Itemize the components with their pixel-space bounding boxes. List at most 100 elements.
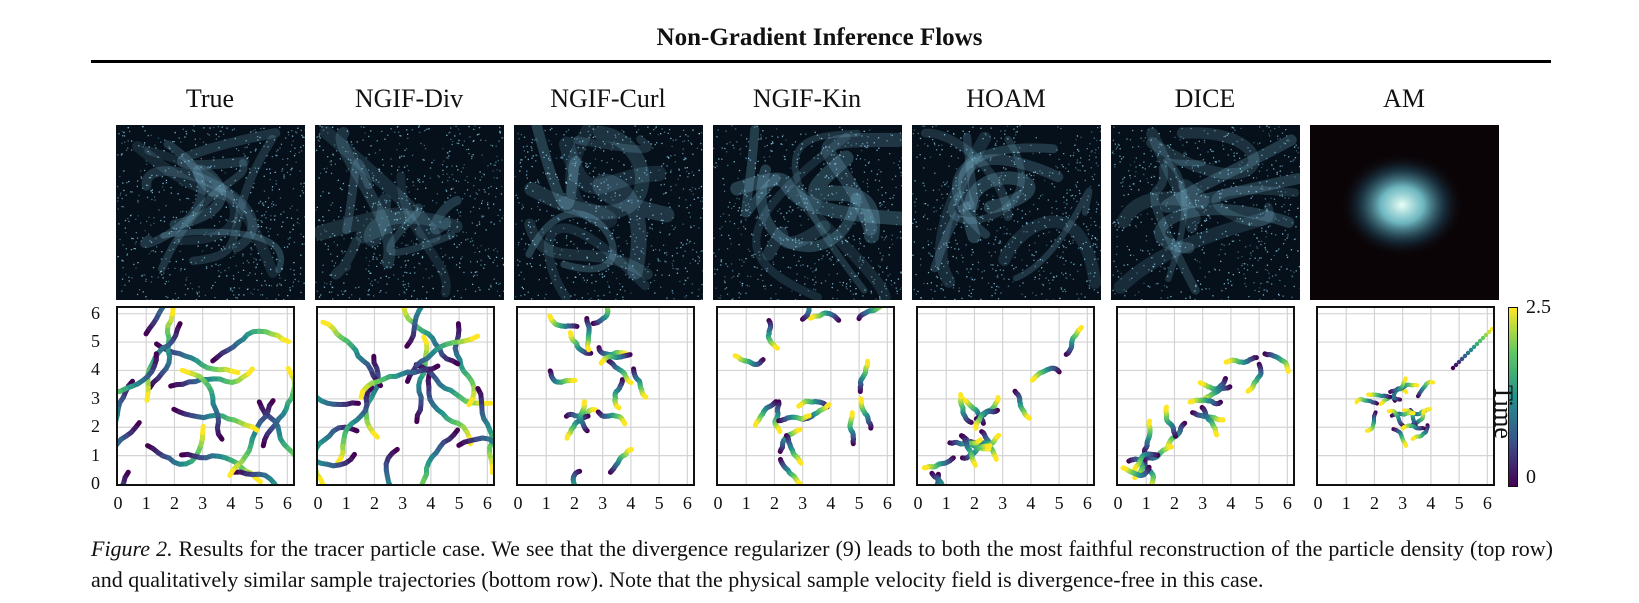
column-label-true: True [185, 84, 235, 113]
figure-title: Non-Gradient Inference Flows [656, 24, 983, 51]
x-tick-label: 4 [426, 493, 436, 513]
trajectory-point [1456, 359, 1462, 365]
trajectory-segment [419, 477, 427, 484]
x-tick-label: 2 [169, 493, 179, 513]
x-tick-label: 1 [941, 493, 951, 513]
trajectory-point [1486, 329, 1492, 335]
trajectory-segment [598, 358, 605, 366]
x-tick-label: 3 [398, 493, 408, 513]
x-tick-label: 6 [882, 493, 892, 513]
trajectory-segment [1410, 436, 1416, 441]
density-image-ngif-div [315, 125, 504, 300]
column-label-ngif-div: NGIF-Div [354, 84, 464, 113]
trajectory-segment [179, 367, 191, 375]
x-tick-label: 4 [626, 493, 636, 513]
trajectory-segment [641, 393, 649, 400]
trajectory-segment [858, 396, 864, 404]
trajectory-segment [976, 437, 983, 444]
x-tick-label: 0 [313, 493, 323, 513]
y-tick-label: 5 [91, 331, 100, 352]
x-tick-label: 1 [741, 493, 751, 513]
trajectory-segment [1403, 388, 1409, 395]
trajectory-segment [590, 407, 598, 413]
trajectory-segment [626, 379, 634, 386]
x-tick-label: 0 [1313, 493, 1323, 513]
x-tick-label: 1 [541, 493, 551, 513]
trajectory-segment [1400, 425, 1406, 431]
trajectory-segment [985, 443, 993, 449]
x-tick-label: 1 [1141, 493, 1151, 513]
trajectory-segment [253, 475, 263, 484]
x-tick-label: 1 [141, 493, 151, 513]
trajectory-segment [773, 344, 780, 351]
trajectory-segment [1421, 408, 1427, 415]
density-image-ngif-curl [514, 125, 703, 300]
y-tick-label: 2 [91, 416, 100, 437]
x-tick-label: 0 [713, 493, 723, 513]
x-tick-label: 6 [282, 493, 292, 513]
trajectory-segment [796, 479, 803, 484]
x-tick-label: 5 [854, 493, 864, 513]
title-rule [91, 60, 1551, 63]
x-tick-label: 4 [826, 493, 836, 513]
trajectory-segment [567, 330, 574, 338]
trajectory-segment [358, 388, 366, 400]
y-tick-label: 3 [91, 387, 100, 408]
x-tick-label: 2 [369, 493, 379, 513]
trajectory-segment [1025, 414, 1033, 421]
trajectory-segment [1402, 408, 1408, 413]
x-tick-label: 3 [1198, 493, 1208, 513]
trajectory-segment [1197, 380, 1205, 387]
trajectory-segment [824, 402, 832, 409]
column-label-ngif-curl: NGIF-Curl [550, 84, 666, 113]
trajectory-plot-ngif-kin [716, 306, 895, 486]
trajectory-segment [1245, 387, 1253, 394]
x-tick-label: 2 [769, 493, 779, 513]
x-tick-label: 6 [1082, 493, 1092, 513]
x-tick-label: 1 [341, 493, 351, 513]
trajectory-point [1462, 353, 1468, 359]
x-tick-label: 4 [1426, 493, 1436, 513]
trajectory-segment [796, 402, 803, 409]
x-tick-label: 5 [1254, 493, 1264, 513]
trajectory-segment [960, 397, 968, 404]
x-tick-label: 4 [226, 493, 236, 513]
x-tick-label: 5 [454, 493, 464, 513]
density-image-dice [1111, 125, 1300, 300]
density-image-am [1310, 125, 1499, 300]
y-tick-label: 0 [91, 473, 100, 493]
trajectory-point [1465, 350, 1471, 356]
trajectory-segment [229, 368, 241, 376]
trajectory-segment [1413, 383, 1420, 388]
trajectory-segment [1120, 465, 1128, 472]
trajectory-segment [334, 455, 344, 466]
trajectory-segment [320, 319, 332, 327]
trajectory-segment [732, 353, 740, 359]
trajectory-point [1480, 335, 1486, 341]
trajectory-point [1453, 362, 1459, 368]
trajectory-point [1450, 365, 1456, 371]
colorbar-axis-label: Time [1489, 385, 1518, 439]
x-tick-label: 3 [1398, 493, 1408, 513]
trajectory-segment [144, 391, 151, 403]
x-tick-label: 3 [998, 493, 1008, 513]
trajectory-segment [280, 336, 291, 345]
trajectory-segment [170, 308, 176, 317]
x-tick-label: 2 [969, 493, 979, 513]
trajectory-point [1471, 344, 1477, 350]
density-image-hoam [912, 125, 1101, 300]
trajectory-segment [581, 399, 587, 407]
trajectory-segment [227, 467, 236, 478]
trajectory-segment [386, 480, 393, 484]
x-tick-label: 4 [1026, 493, 1036, 513]
y-tick-label: 6 [91, 302, 100, 323]
trajectory-point [1477, 338, 1483, 344]
trajectory-plot-am [1316, 306, 1495, 486]
trajectory-segment [776, 427, 783, 434]
trajectory-segment [621, 419, 628, 427]
trajectory-segment [118, 436, 124, 447]
colorbar [1508, 307, 1518, 487]
x-tick-label: 0 [1113, 493, 1123, 513]
trajectory-segment [807, 314, 815, 321]
trajectory-plot-ngif-div [316, 306, 495, 486]
